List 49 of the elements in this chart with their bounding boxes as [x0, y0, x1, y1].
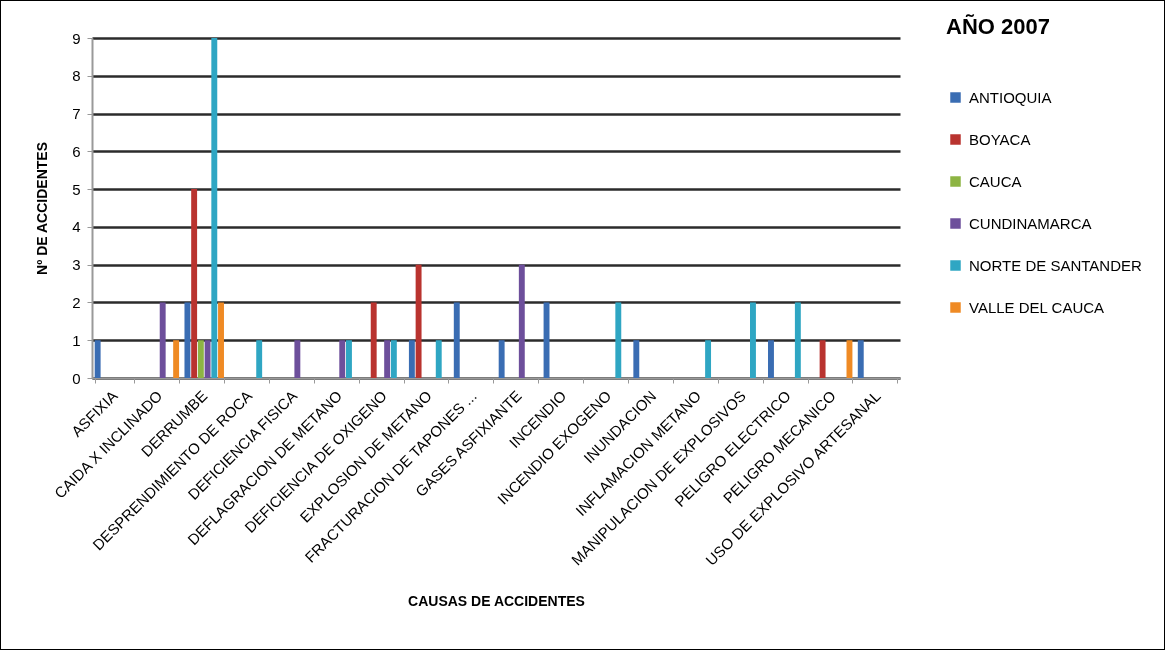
legend-label: VALLE DEL CAUCA	[969, 298, 1105, 316]
legend-label: CAUCA	[969, 172, 1022, 190]
bar	[705, 340, 712, 378]
bar	[191, 189, 198, 378]
y-axis-title: Nº DE ACCIDENTES	[34, 142, 51, 275]
bar	[204, 340, 211, 378]
bar	[750, 302, 756, 378]
bar	[435, 340, 442, 378]
bar	[615, 302, 622, 378]
bar	[819, 340, 826, 378]
bar	[633, 340, 640, 378]
bar	[211, 38, 218, 378]
bar	[408, 340, 415, 378]
bar	[197, 340, 204, 378]
bar	[453, 302, 460, 378]
bar	[498, 340, 505, 378]
bar	[370, 302, 377, 378]
legend-label: CUNDINAMARCA	[969, 214, 1092, 232]
bar	[518, 264, 525, 378]
legend-label: BOYACA	[969, 130, 1031, 148]
y-tick-label: 6	[72, 142, 81, 160]
bar	[256, 340, 263, 378]
y-tick-label: 3	[72, 256, 81, 274]
bar	[857, 340, 864, 378]
y-tick-label: 9	[72, 29, 81, 47]
y-tick-label: 2	[72, 293, 81, 311]
y-tick-label: 7	[72, 105, 81, 123]
bar	[339, 340, 346, 378]
bar	[218, 302, 224, 378]
bar	[768, 340, 774, 378]
bar	[415, 264, 422, 378]
bar	[384, 340, 391, 378]
bar	[173, 340, 180, 378]
legend-label: NORTE DE SANTANDER	[969, 256, 1142, 274]
bar	[346, 340, 352, 378]
y-tick-label: 4	[72, 218, 81, 236]
y-tick-label: 1	[72, 331, 81, 349]
y-tick-label: 5	[72, 180, 81, 198]
legend-label: ANTIOQUIA	[969, 88, 1052, 106]
text: AÑO 2007	[946, 14, 1050, 39]
bar	[184, 302, 191, 378]
bar	[294, 340, 301, 378]
bar	[159, 302, 166, 378]
y-tick-label: 0	[72, 369, 81, 387]
x-axis-title: CAUSAS DE ACCIDENTES	[408, 593, 585, 610]
y-tick-label: 8	[72, 67, 81, 85]
bar	[794, 302, 801, 378]
bar	[94, 340, 101, 378]
bar	[390, 340, 397, 378]
